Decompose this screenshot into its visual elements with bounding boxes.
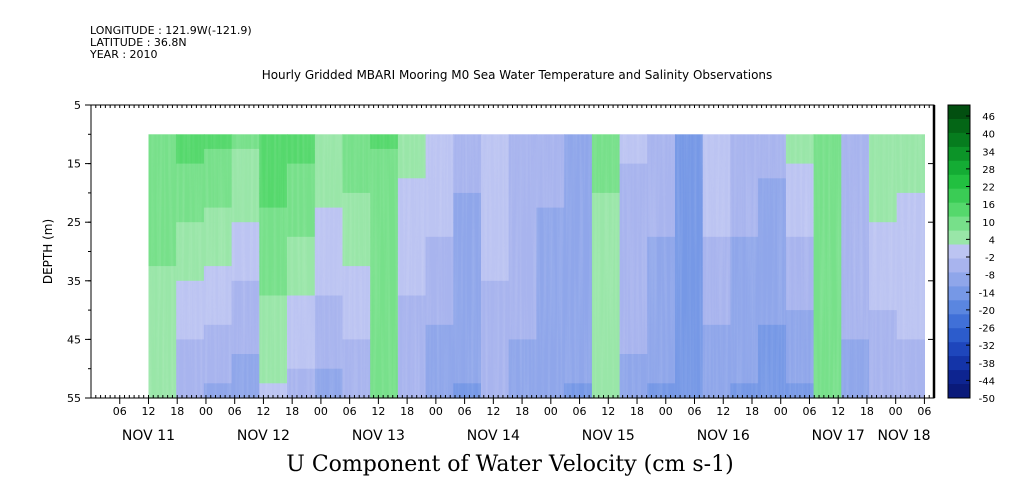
colorbar-swatch <box>948 342 970 357</box>
colorbar-swatch <box>948 328 970 343</box>
x-day-label: NOV 18 <box>877 428 930 444</box>
year-label: YEAR : 2010 <box>90 48 158 61</box>
x-hour-label: 18 <box>515 405 529 418</box>
y-tick-label: 15 <box>67 158 81 171</box>
colorbar-label: -32 <box>979 341 995 352</box>
colorbar-swatch <box>948 314 970 329</box>
longitude-label: LONGITUDE : 121.9W(-121.9) <box>90 24 252 37</box>
x-hour-label: 18 <box>400 405 414 418</box>
x-axis-title: U Component of Water Velocity (cm s-1) <box>286 452 734 477</box>
x-hour-label: 06 <box>228 405 242 418</box>
x-hour-label: 06 <box>458 405 472 418</box>
colorbar-swatch <box>948 258 970 273</box>
x-hour-label: 06 <box>917 405 931 418</box>
colorbar-label: 40 <box>982 130 995 141</box>
y-tick-label: 25 <box>67 216 81 229</box>
chart-title: Hourly Gridded MBARI Mooring M0 Sea Wate… <box>261 68 773 82</box>
colorbar-swatch <box>948 286 970 301</box>
colorbar-swatch <box>948 230 970 246</box>
x-hour-label: 06 <box>802 405 816 418</box>
colorbar-swatch <box>948 356 970 371</box>
colorbar-swatch <box>948 300 970 315</box>
colorbar-swatch <box>948 202 970 218</box>
colorbar-swatch <box>948 174 970 190</box>
x-hour-label: 18 <box>860 405 874 418</box>
x-hour-label: 00 <box>544 405 558 418</box>
colorbar-swatch <box>948 119 970 134</box>
y-axis-title: DEPTH (m) <box>41 219 55 284</box>
x-hour-label: 00 <box>314 405 328 418</box>
colorbar-swatch <box>948 272 970 287</box>
colorbar-swatch <box>948 146 970 162</box>
x-day-label: NOV 14 <box>467 428 520 444</box>
colorbar-label: -38 <box>979 359 995 370</box>
x-hour-label: 06 <box>343 405 357 418</box>
y-tick-label: 55 <box>67 392 81 405</box>
colorbar-swatch <box>948 188 970 204</box>
x-hour-label: 12 <box>601 405 615 418</box>
x-hour-label: 12 <box>256 405 270 418</box>
x-day-label: NOV 13 <box>352 428 405 444</box>
x-day-label: NOV 11 <box>122 428 175 444</box>
y-tick-label: 35 <box>67 275 81 288</box>
x-hour-label: 18 <box>745 405 759 418</box>
x-hour-label: 06 <box>113 405 127 418</box>
x-hour-label: 18 <box>170 405 184 418</box>
colorbar-label: -14 <box>979 288 995 299</box>
colorbar-swatch <box>948 216 970 232</box>
x-hour-label: 00 <box>659 405 673 418</box>
y-tick-label: 5 <box>74 99 81 112</box>
colorbar-label: 4 <box>989 235 995 246</box>
x-day-label: NOV 16 <box>697 428 750 444</box>
colorbar-label: -44 <box>979 376 995 387</box>
x-day-label: NOV 17 <box>812 428 865 444</box>
colorbar-label: -2 <box>985 253 995 264</box>
x-hour-label: 00 <box>889 405 903 418</box>
colorbar-label: 10 <box>982 218 995 229</box>
colorbar-swatch <box>948 160 970 176</box>
x-hour-label: 00 <box>199 405 213 418</box>
colorbar-frame <box>947 104 971 399</box>
colorbar-label: 28 <box>982 165 995 176</box>
colorbar-swatch <box>948 384 970 399</box>
heatmap-texture <box>148 134 925 399</box>
x-hour-label: 00 <box>429 405 443 418</box>
x-hour-label: 12 <box>486 405 500 418</box>
colorbar-label: 34 <box>982 147 995 158</box>
x-hour-label: 06 <box>573 405 587 418</box>
x-hour-label: 12 <box>141 405 155 418</box>
y-tick-label: 45 <box>67 333 81 346</box>
colorbar-label: -50 <box>979 394 995 405</box>
colorbar-swatch <box>948 105 970 120</box>
x-hour-label: 12 <box>716 405 730 418</box>
colorbar-label: -20 <box>979 306 995 317</box>
x-day-label: NOV 12 <box>237 428 290 444</box>
colorbar-label: 16 <box>982 200 995 211</box>
colorbar-label: -26 <box>979 324 995 335</box>
x-day-label: NOV 15 <box>582 428 635 444</box>
colorbar-swatch <box>948 244 970 259</box>
colorbar-swatch <box>948 132 970 148</box>
x-hour-label: 06 <box>688 405 702 418</box>
x-hour-label: 12 <box>831 405 845 418</box>
x-hour-label: 00 <box>774 405 788 418</box>
colorbar-label: 22 <box>982 183 995 194</box>
colorbar-swatch <box>948 370 970 385</box>
colorbar-label: 46 <box>982 112 995 123</box>
x-hour-label: 12 <box>371 405 385 418</box>
x-hour-label: 18 <box>630 405 644 418</box>
latitude-label: LATITUDE : 36.8N <box>90 36 187 49</box>
colorbar-label: -8 <box>985 271 995 282</box>
x-hour-label: 18 <box>285 405 299 418</box>
